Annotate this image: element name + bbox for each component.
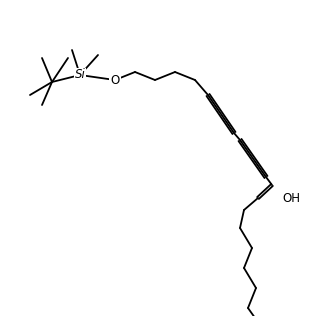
Text: OH: OH bbox=[282, 191, 300, 204]
Text: O: O bbox=[110, 74, 120, 87]
Text: Si: Si bbox=[74, 69, 86, 82]
